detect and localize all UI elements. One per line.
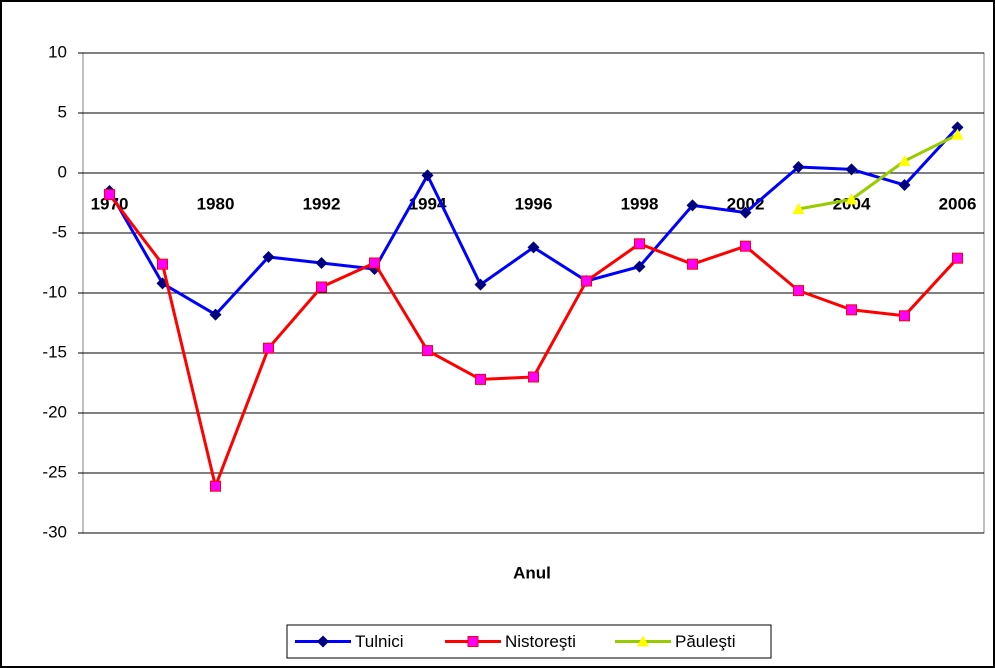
x-axis-title: Anul (513, 563, 551, 582)
legend-marker (317, 635, 329, 648)
legend-label: Păuleşti (675, 632, 735, 651)
data-point (316, 281, 327, 293)
data-point (421, 169, 434, 182)
data-point (104, 189, 115, 201)
y-tick-label: -30 (42, 522, 67, 541)
data-point (952, 252, 963, 264)
x-tick-label: 2002 (727, 194, 765, 213)
data-point (951, 128, 964, 140)
y-tick-label: -25 (42, 462, 67, 481)
legend-label: Tulnici (355, 632, 404, 651)
data-point (792, 161, 805, 173)
data-point (634, 238, 645, 250)
y-tick-label: 10 (48, 42, 67, 61)
data-point (793, 285, 804, 297)
data-point (157, 258, 168, 270)
data-point (263, 342, 274, 354)
data-point (845, 163, 858, 176)
data-point (899, 310, 910, 322)
y-tick-label: 5 (58, 102, 67, 121)
data-point (687, 258, 698, 270)
x-tick-label: 1980 (197, 194, 235, 213)
data-point (845, 193, 858, 205)
x-tick-label: 1998 (621, 194, 659, 213)
data-point (422, 345, 433, 357)
data-point (686, 199, 699, 212)
data-point (951, 121, 964, 134)
legend-marker (467, 636, 479, 647)
series-line (798, 133, 959, 211)
data-point (581, 275, 592, 287)
y-tick-label: -20 (42, 402, 67, 421)
data-point (792, 203, 805, 214)
x-tick-label: 1994 (409, 194, 447, 213)
data-point (209, 308, 222, 321)
data-point (739, 206, 752, 219)
data-point (315, 257, 328, 269)
x-tick-label: 1992 (303, 194, 341, 213)
data-point (474, 278, 487, 291)
data-point (898, 155, 911, 166)
y-tick-label: -15 (42, 342, 67, 361)
data-point (475, 373, 486, 385)
data-point (633, 260, 646, 273)
y-tick-label: 0 (58, 162, 67, 181)
legend-marker (637, 635, 649, 647)
data-point (369, 257, 380, 269)
x-tick-label: 2006 (939, 194, 977, 213)
data-point (262, 251, 275, 263)
x-tick-label: 1996 (515, 194, 553, 213)
data-point (210, 480, 221, 492)
data-point (527, 241, 540, 254)
legend-box (286, 624, 772, 659)
y-tick-label: -10 (42, 282, 67, 301)
data-point (898, 179, 911, 191)
legend-label: Nistoreşti (505, 632, 576, 651)
data-point (528, 371, 539, 383)
data-point (740, 240, 751, 252)
y-tick-label: -5 (52, 222, 67, 241)
data-point (846, 304, 857, 316)
